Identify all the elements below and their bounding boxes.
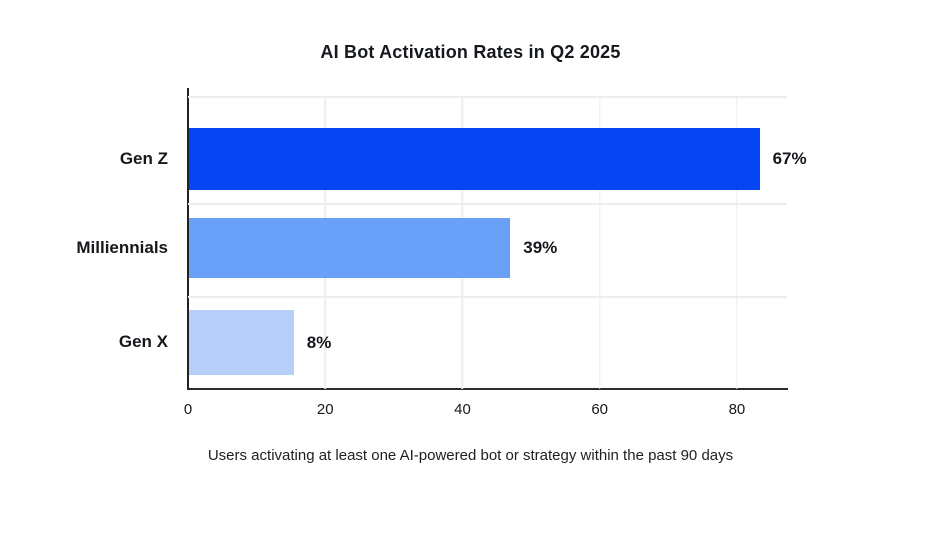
bar-value-label: 39% <box>523 238 558 257</box>
y-axis-line <box>187 88 189 389</box>
x-tick-label: 0 <box>183 401 193 418</box>
category-label-gen-z: Gen Z <box>119 149 168 168</box>
bar-gen-x <box>189 310 294 375</box>
plot-area: 67% 39% 8% <box>188 96 807 389</box>
bar-row: 67% <box>189 128 807 190</box>
bar-row: 39% <box>189 218 787 278</box>
bar-gen-z <box>189 128 760 190</box>
x-tick-label: 80 <box>728 401 746 418</box>
vertical-gridline <box>736 96 738 389</box>
chart-footnote: Users activating at least one AI-powered… <box>207 447 734 464</box>
x-tick-label: 40 <box>454 401 471 418</box>
x-tick-label: 20 <box>316 401 334 418</box>
horizontal-gridline <box>188 203 787 205</box>
x-axis-ticks: 0 20 40 60 80 <box>184 401 787 421</box>
category-label-milliennials: Milliennials <box>76 238 168 257</box>
bar-row: 8% <box>189 310 787 375</box>
category-label-gen-x: Gen X <box>118 332 168 351</box>
bar-value-label: 67% <box>772 149 807 168</box>
bar-value-label: 8% <box>306 332 332 352</box>
x-tick-label: 60 <box>591 401 609 418</box>
x-axis-line <box>187 388 788 390</box>
bar-milliennials <box>189 218 511 278</box>
chart-title: AI Bot Activation Rates in Q2 2025 <box>320 42 621 62</box>
vertical-gridline <box>598 96 601 389</box>
horizontal-gridline <box>188 96 787 98</box>
horizontal-gridline <box>188 296 787 298</box>
